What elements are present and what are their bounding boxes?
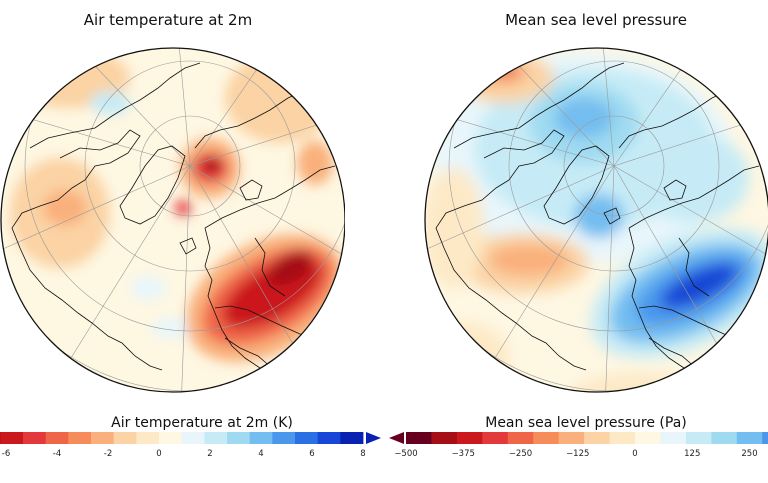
- colorbar-tick-label: 4: [258, 449, 263, 459]
- graticule: [1, 48, 345, 392]
- colorbar-tick-label: 6: [309, 449, 314, 459]
- colorbar-tick-label: -2: [104, 449, 112, 459]
- colorbar-cell: [249, 432, 273, 444]
- air-temperature-map: [0, 47, 345, 393]
- colorbar-tick-label: 0: [156, 449, 161, 459]
- colorbar-cell: [736, 432, 763, 444]
- colorbar-tick-label: −125: [566, 449, 589, 459]
- colorbar-cells: [0, 432, 364, 444]
- colorbar-cells: [406, 432, 768, 444]
- colorbar-cell: [45, 432, 69, 444]
- colorbar-cell: [91, 432, 115, 444]
- colorbar-cell: [482, 432, 509, 444]
- colorbar-ticks: −500−375−250−1250125250375: [394, 449, 757, 459]
- colorbar-tick-label: -4: [53, 449, 61, 459]
- colorbar-ticks: -6 -4 -2 0 2 4 6 8: [2, 449, 366, 459]
- colorbar-cell: [0, 432, 24, 444]
- colorbar-sea-level-pressure: −500−375−250−1250125250375: [389, 432, 768, 459]
- colorbar-cell: [23, 432, 47, 444]
- colorbar-cell: [635, 432, 661, 444]
- map-boundary: [424, 47, 768, 393]
- colorbar-tick-label: 250: [741, 449, 757, 459]
- temperature-anomaly-field: [10, 48, 344, 362]
- colorbar-cell: [533, 432, 560, 444]
- colorbar-label-sea-level-pressure: Mean sea level pressure (Pa): [485, 415, 687, 431]
- panel-title-sea-level-pressure: Mean sea level pressure: [505, 11, 687, 29]
- colorbar-extend-max-arrow: [366, 432, 381, 444]
- colorbar-cell: [136, 432, 160, 444]
- panel-title-air-temperature: Air temperature at 2m: [83, 11, 253, 29]
- colorbar-cell: [456, 432, 483, 444]
- colorbar-cell: [406, 432, 432, 444]
- colorbar-cell: [685, 432, 712, 444]
- sea-level-pressure-map: [424, 47, 768, 393]
- colorbar-tick-label: 125: [684, 449, 700, 459]
- colorbar-tick-label: 2: [207, 449, 212, 459]
- colorbar-cell: [159, 432, 183, 444]
- colorbar-cell: [558, 432, 585, 444]
- colorbar-cell: [609, 432, 636, 444]
- colorbar-cell: [584, 432, 610, 444]
- colorbar-air-temperature: -6 -4 -2 0 2 4 6 8: [0, 432, 381, 459]
- colorbar-tick-label: −375: [452, 449, 475, 459]
- colorbar-cell: [431, 432, 458, 444]
- colorbar-cell: [711, 432, 738, 444]
- colorbar-cell: [204, 432, 228, 444]
- colorbar-cell: [272, 432, 296, 444]
- colorbar-cell: [68, 432, 92, 444]
- colorbar-extend-min-arrow: [389, 432, 404, 444]
- colorbar-cell: [507, 432, 534, 444]
- colorbar-cell: [227, 432, 251, 444]
- colorbar-cell: [181, 432, 205, 444]
- colorbar-tick-label: -6: [2, 449, 10, 459]
- colorbar-cell: [295, 432, 319, 444]
- colorbar-cell: [113, 432, 137, 444]
- colorbar-tick-label: −250: [509, 449, 532, 459]
- colorbar-tick-label: −500: [394, 449, 417, 459]
- colorbar-cell: [762, 432, 768, 444]
- colorbar-cell: [660, 432, 687, 444]
- colorbar-cell: [317, 432, 341, 444]
- colorbar-label-air-temperature: Air temperature at 2m (K): [111, 415, 293, 431]
- colorbar-tick-label: 0: [632, 449, 637, 459]
- colorbar-cell: [340, 432, 364, 444]
- colorbar-tick-label: 8: [360, 449, 365, 459]
- map-boundary: [0, 47, 345, 393]
